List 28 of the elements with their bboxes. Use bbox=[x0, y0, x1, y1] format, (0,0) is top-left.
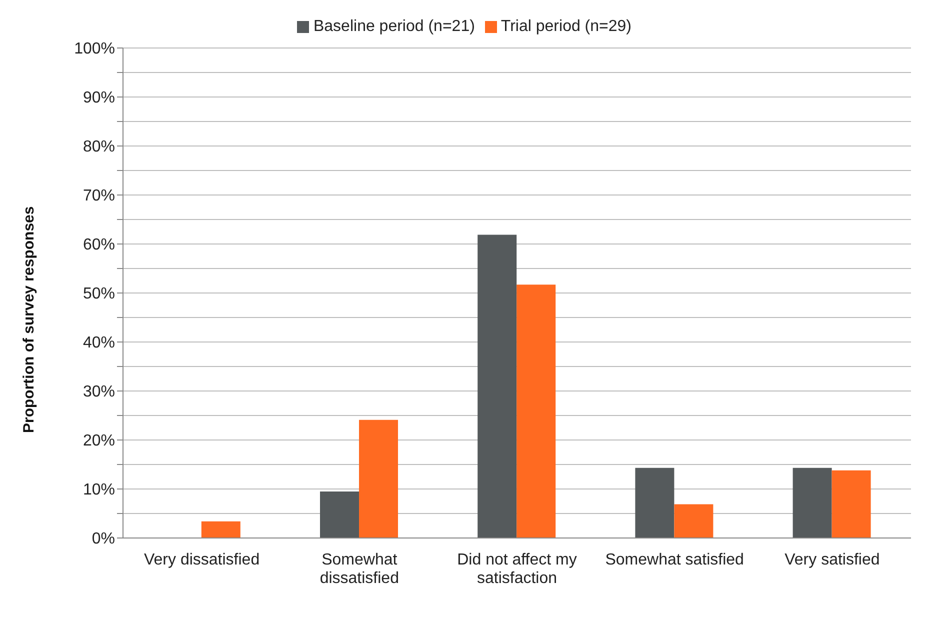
y-tick-label: 40% bbox=[82, 334, 115, 352]
x-tick-label: Did not affect my satisfaction bbox=[457, 551, 577, 587]
y-tick-label: 30% bbox=[82, 384, 115, 401]
y-tick-label: 10% bbox=[82, 482, 115, 499]
x-tick-label: Somewhat satisfied bbox=[605, 551, 744, 568]
legend-label: Baseline period (n=21) bbox=[313, 18, 475, 35]
y-tick-label: 60% bbox=[82, 236, 115, 254]
bar bbox=[792, 468, 832, 538]
y-tick-label: 20% bbox=[82, 432, 115, 450]
y-tick-label: 70% bbox=[82, 188, 115, 205]
y-tick-label: 80% bbox=[82, 138, 115, 156]
x-tick-label: Very dissatisfied bbox=[144, 551, 260, 568]
bar bbox=[201, 521, 240, 538]
bar bbox=[478, 234, 517, 538]
x-tick-label: Very satisfied bbox=[784, 551, 880, 568]
y-tick-label: 90% bbox=[82, 90, 115, 107]
legend-label: Trial period (n=29) bbox=[500, 18, 632, 35]
bar bbox=[359, 420, 398, 538]
y-tick-label: 100% bbox=[74, 40, 115, 58]
bar bbox=[635, 468, 674, 538]
y-tick-label: 50% bbox=[82, 286, 115, 303]
bar bbox=[674, 504, 714, 538]
bar bbox=[320, 491, 359, 538]
bar bbox=[516, 284, 556, 538]
bar bbox=[832, 470, 871, 538]
x-tick-label: Somewhat dissatisfied bbox=[320, 551, 399, 587]
y-tick-label: 0% bbox=[92, 530, 115, 548]
y-axis-title: Proportion of survey responses bbox=[20, 206, 38, 433]
